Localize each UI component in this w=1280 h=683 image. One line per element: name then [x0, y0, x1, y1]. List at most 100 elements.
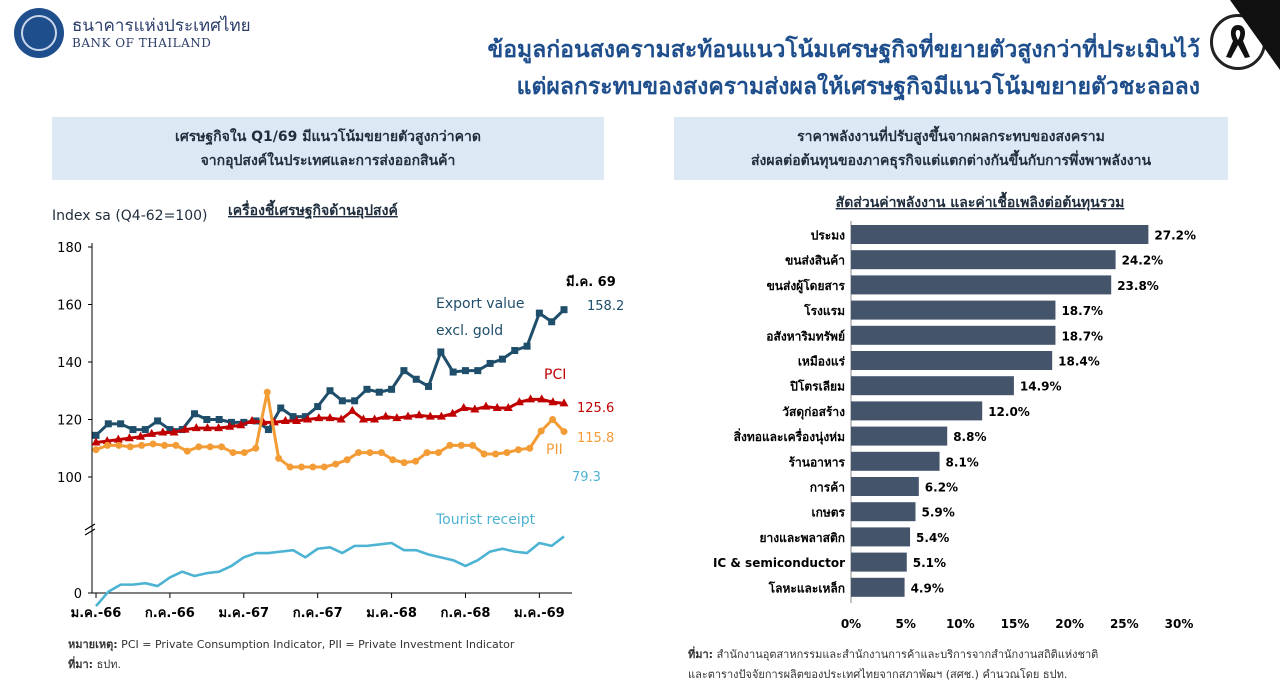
category-label: อสังหาริมทรัพย์ [766, 329, 845, 343]
data-point-marker [351, 397, 359, 405]
value-label: 5.9% [922, 506, 955, 520]
data-point-marker [474, 367, 482, 375]
data-point-marker [414, 410, 424, 419]
data-point-marker [286, 463, 294, 471]
data-point-marker [214, 423, 224, 432]
data-point-marker [92, 446, 100, 454]
data-point-marker [481, 401, 491, 410]
data-point-marker [240, 418, 248, 426]
category-label: IC & semiconductor [713, 556, 845, 570]
chart-title: สัดส่วนค่าพลังงาน และค่าเชื้อเพลิงต่อต้น… [836, 191, 1125, 211]
data-point-marker [548, 318, 556, 326]
data-point-marker [92, 431, 100, 439]
x-tick-label: ม.ค.-66 [71, 606, 122, 621]
data-point-marker [537, 427, 545, 435]
data-point-marker [526, 394, 536, 403]
data-point-marker [126, 443, 134, 451]
data-point-marker [480, 450, 488, 458]
last-value-tourist: 79.3 [572, 470, 601, 485]
data-point-marker [113, 434, 123, 443]
x-tick-label: 0% [841, 617, 861, 631]
y-tick-label: 140 [57, 356, 82, 371]
axis-break-mark [84, 528, 96, 536]
data-point-marker [436, 411, 446, 420]
data-point-marker [423, 449, 431, 457]
logo-english-name: BANK OF THAILAND [72, 36, 212, 50]
latest-period-label: มี.ค. 69 [566, 274, 616, 290]
value-label: 27.2% [1154, 229, 1196, 243]
data-point-marker [511, 347, 519, 354]
data-point-marker [548, 397, 558, 406]
right-summary-box: ราคาพลังงานที่ปรับสูงขึ้นจากผลกระทบของสง… [674, 117, 1228, 180]
left-box-line2: จากอุปสงค์ในประเทศและการส่งออกสินค้า [200, 153, 456, 169]
x-tick-label: ก.ค.-68 [441, 606, 491, 621]
bar [851, 502, 916, 522]
right-source-line2: และตารางปัจจัยการผลิตของประเทศไทยจากสภาพ… [688, 668, 1068, 681]
data-point-marker [343, 456, 351, 464]
data-point-marker [437, 348, 445, 356]
category-label: ยางและพลาสติก [759, 531, 845, 545]
data-point-marker [147, 428, 157, 437]
data-point-marker [492, 403, 502, 411]
data-point-marker [180, 424, 190, 433]
last-value-pii: 115.8 [577, 431, 614, 446]
x-tick-label: 15% [1001, 617, 1030, 631]
data-point-marker [523, 342, 531, 350]
value-label: 24.2% [1122, 254, 1164, 268]
value-label: 14.9% [1020, 380, 1062, 394]
data-point-marker [446, 441, 454, 449]
value-label: 18.7% [1061, 304, 1103, 318]
category-label: ขนส่งผู้โดยสาร [767, 278, 846, 294]
y-tick-label: 120 [57, 414, 82, 429]
data-point-marker [459, 403, 469, 411]
value-label: 18.7% [1061, 329, 1103, 343]
value-label: 12.0% [988, 405, 1030, 419]
value-label: 6.2% [925, 481, 958, 495]
data-point-marker [320, 463, 328, 471]
data-point-marker [102, 436, 112, 445]
ribbon-icon [1226, 25, 1250, 58]
right-source-label: ที่มา: [688, 648, 714, 661]
data-point-marker [195, 443, 203, 451]
data-point-marker [227, 418, 235, 426]
bar [851, 325, 1056, 345]
data-point-marker [449, 368, 457, 376]
data-point-marker [403, 411, 413, 420]
data-point-marker [166, 426, 174, 434]
data-point-marker [252, 444, 260, 452]
data-point-marker [247, 415, 257, 424]
energy-cost-bar-chart: สัดส่วนค่าพลังงาน และค่าเชื้อเพลิงต่อต้น… [713, 191, 1196, 631]
data-point-marker [375, 388, 383, 396]
bar [851, 351, 1053, 370]
data-point-marker [325, 413, 335, 422]
data-point-marker [338, 397, 346, 405]
data-point-marker [392, 413, 402, 422]
bar [851, 477, 919, 496]
data-point-marker [498, 355, 506, 363]
logo-thai-name: ธนาคารแห่งประเทศไทย [72, 16, 251, 36]
data-point-marker [389, 456, 397, 464]
page-title-line2: แต่ผลกระทบของสงครามส่งผลให้เศรษฐกิจมีแนว… [516, 74, 1200, 100]
data-point-marker [136, 431, 146, 440]
bar [851, 527, 911, 547]
x-tick-label: ม.ค.-68 [366, 606, 417, 621]
data-point-marker [326, 387, 334, 395]
data-point-marker [503, 449, 511, 457]
data-point-marker [377, 449, 385, 457]
data-point-marker [425, 411, 435, 420]
data-point-marker [355, 449, 363, 457]
data-point-marker [537, 394, 547, 403]
data-point-marker [263, 388, 271, 396]
data-point-marker [514, 446, 522, 454]
data-point-marker [141, 426, 149, 434]
data-point-marker [470, 404, 480, 413]
corner-black-band [1230, 0, 1280, 70]
x-tick-label: ก.ค.-67 [293, 606, 343, 621]
value-label: 8.1% [946, 455, 979, 469]
y-axis-label: Index sa (Q4-62=100) [52, 208, 207, 224]
data-point-marker [292, 415, 302, 424]
value-label: 18.4% [1058, 355, 1100, 369]
bar [851, 300, 1056, 320]
data-point-marker [297, 463, 305, 471]
right-box-line1: ราคาพลังงานที่ปรับสูงขึ้นจากผลกระทบของสง… [797, 129, 1105, 145]
